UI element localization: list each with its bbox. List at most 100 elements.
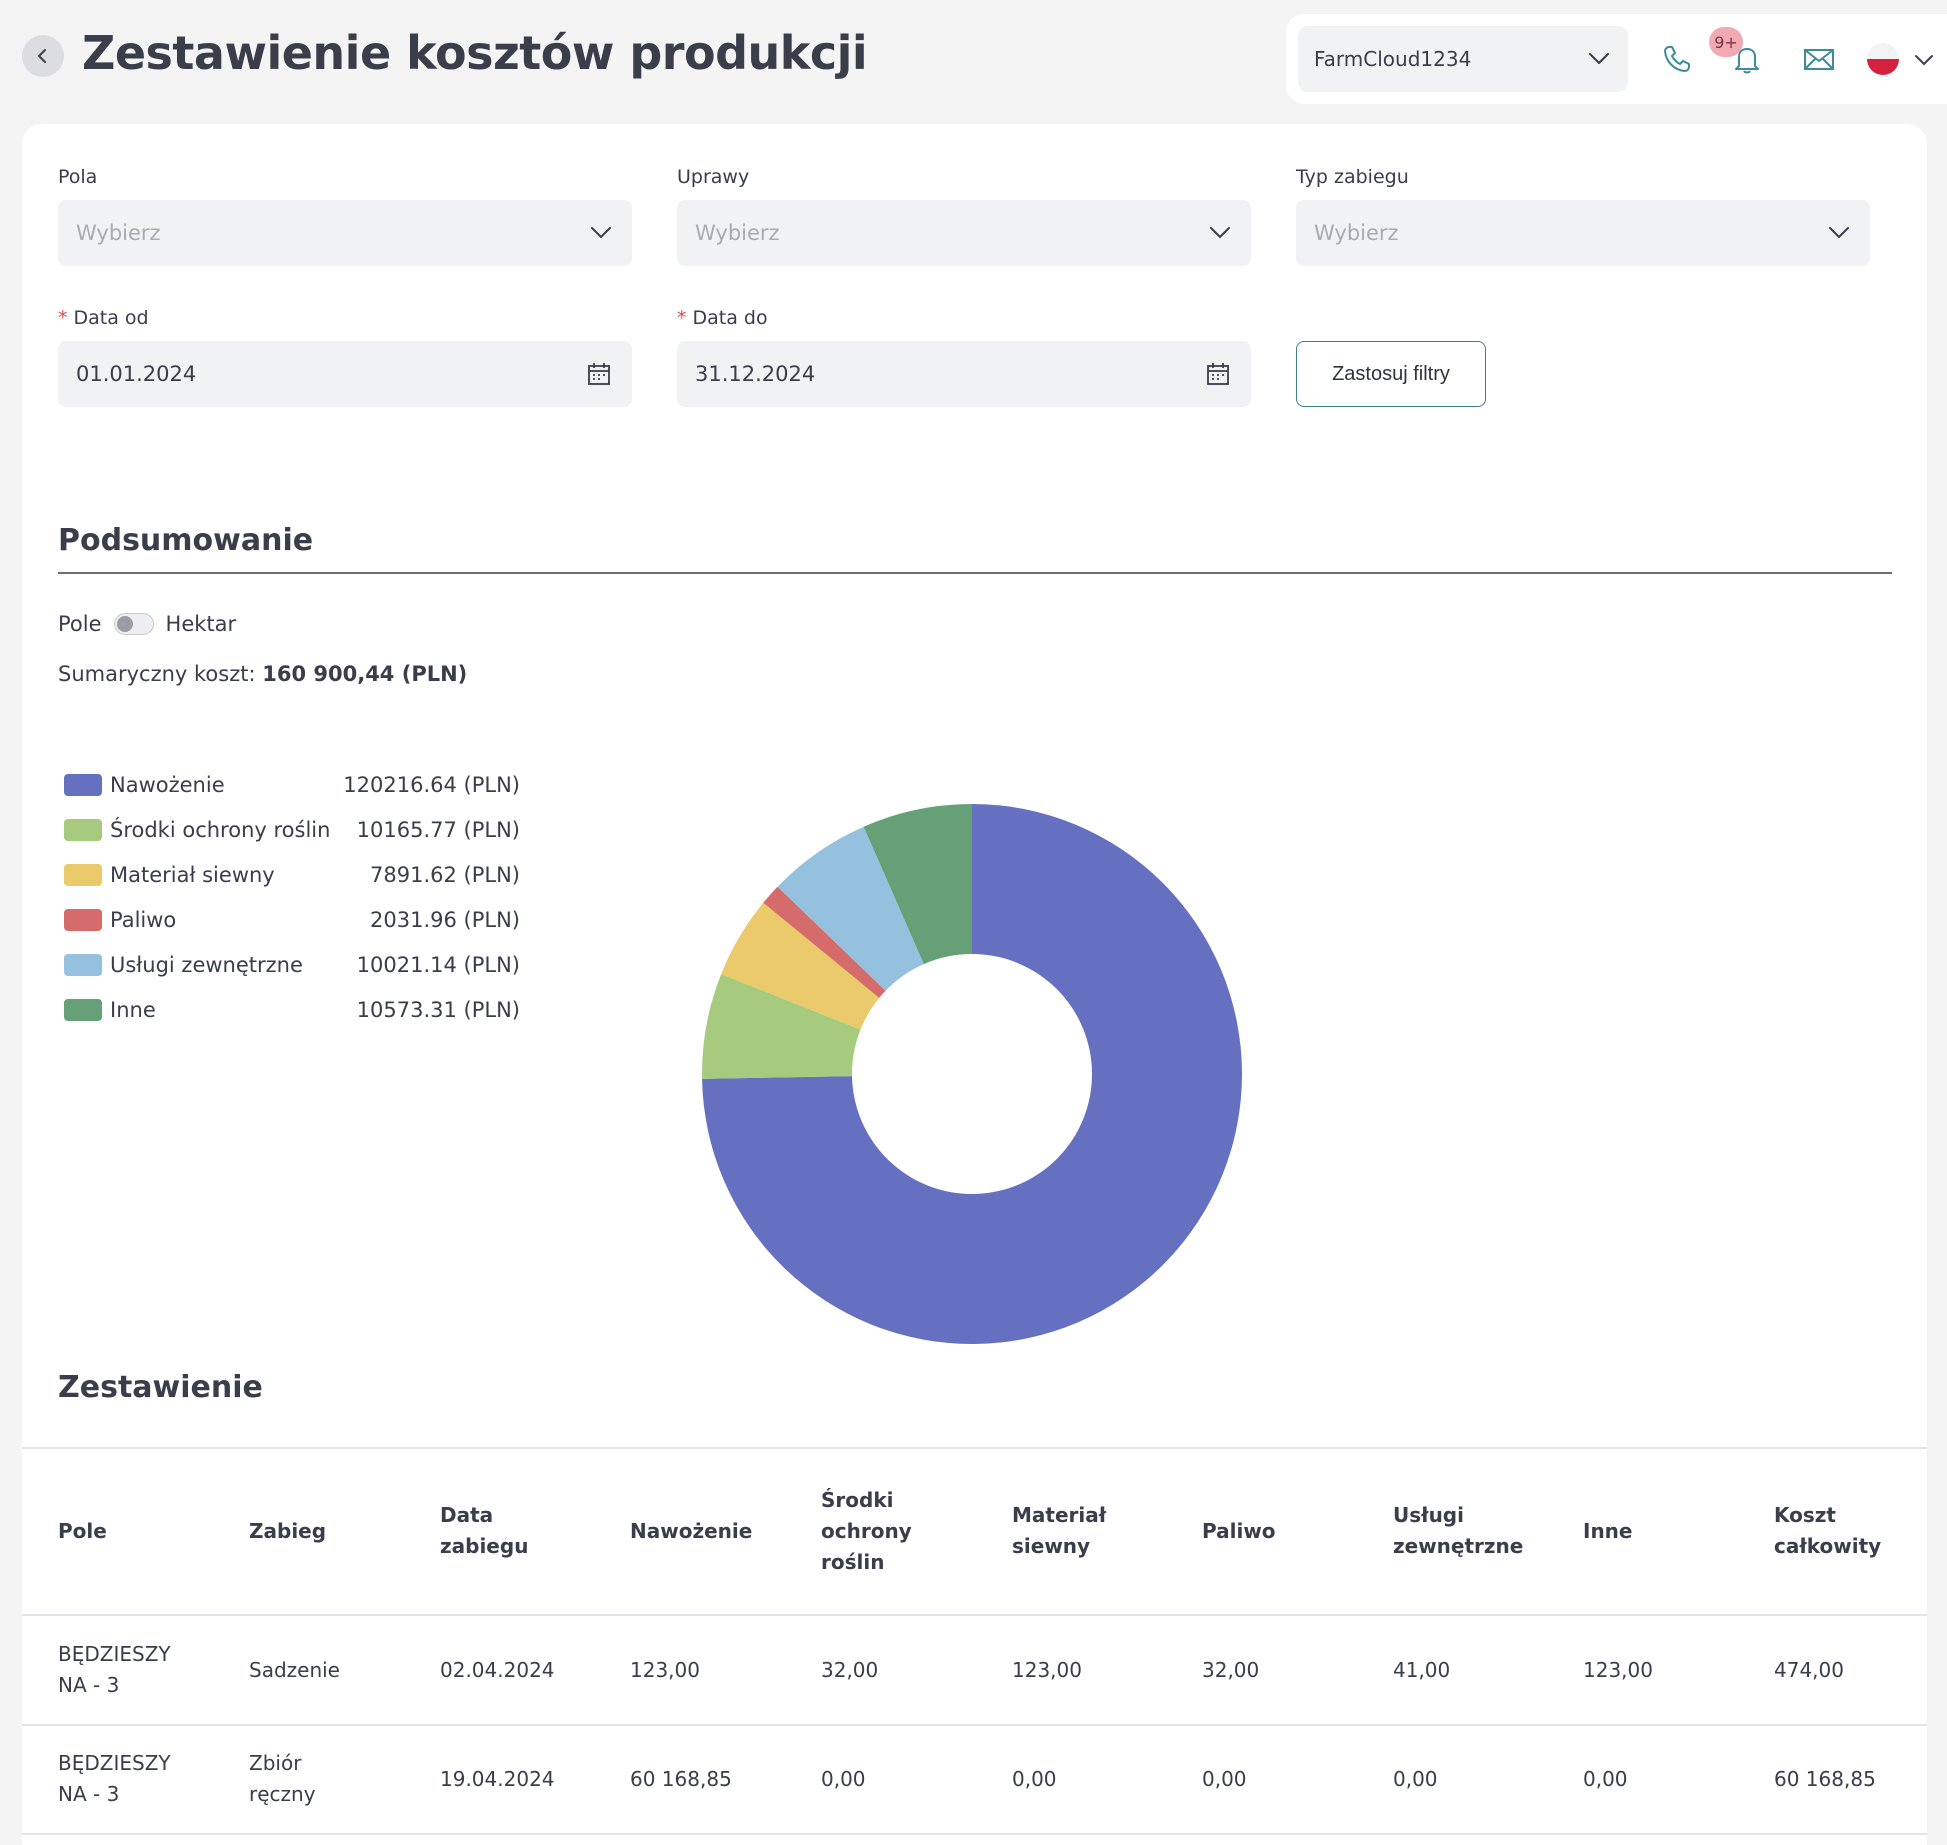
- row-border: [22, 1724, 1927, 1726]
- legend-item[interactable]: Materiał siewny 7891.62 (PLN): [64, 852, 520, 897]
- typ-zabiegu-placeholder: Wybierz: [1314, 221, 1399, 245]
- pola-placeholder: Wybierz: [76, 221, 161, 245]
- legend-label: Nawożenie: [110, 772, 225, 797]
- column-header-text: ochrony: [821, 1518, 912, 1543]
- donut-slice-6[interactable]: [863, 804, 972, 965]
- table-cell-text: Sadzenie: [249, 1657, 340, 1682]
- mail-icon[interactable]: [1802, 42, 1836, 76]
- table-cell: 32,00: [1202, 1655, 1259, 1686]
- legend-label: Usługi zewnętrzne: [110, 952, 303, 977]
- main-card: Pola Wybierz Uprawy Wybierz Typ zabiegu …: [22, 124, 1927, 1845]
- table-cell: 0,00: [1202, 1764, 1247, 1795]
- table-cell-text: NA - 3: [58, 1673, 120, 1697]
- table-top-border: [22, 1447, 1927, 1449]
- donut-slice-5[interactable]: [777, 826, 924, 991]
- legend-item[interactable]: Środki ochrony roślin 10165.77 (PLN): [64, 807, 520, 852]
- row-border: [22, 1833, 1927, 1835]
- donut-slice-2[interactable]: [702, 974, 861, 1079]
- legend-swatch: [64, 953, 102, 976]
- column-header[interactable]: Materiał siewny: [1012, 1500, 1106, 1562]
- pola-select[interactable]: Wybierz: [58, 200, 632, 266]
- uprawy-label: Uprawy: [677, 166, 750, 188]
- column-header-text: Koszt: [1774, 1503, 1836, 1527]
- uprawy-placeholder: Wybierz: [695, 221, 780, 245]
- data-od-label-text: Data od: [73, 307, 149, 329]
- data-do-label: * Data do: [677, 307, 768, 329]
- typ-zabiegu-label: Typ zabiegu: [1296, 166, 1409, 188]
- table-cell-text: 02.04.2024: [440, 1657, 555, 1682]
- table-cell-text: 0,00: [1583, 1766, 1628, 1791]
- calendar-icon[interactable]: [1205, 361, 1231, 387]
- chevron-down-icon: [1589, 53, 1609, 64]
- table-cell: 60 168,85: [630, 1764, 732, 1795]
- table-cell: 60 168,85: [1774, 1764, 1876, 1795]
- table-cell-text: 60 168,85: [630, 1766, 732, 1791]
- table-cell-text: 123,00: [1583, 1657, 1653, 1682]
- column-header-text: Inne: [1583, 1518, 1633, 1543]
- legend-value: 10573.31 (PLN): [356, 997, 520, 1022]
- chevron-down-icon: [1915, 55, 1933, 66]
- table-cell-text: 60 168,85: [1774, 1766, 1876, 1791]
- language-select[interactable]: [1866, 42, 1940, 76]
- table-cell-text: 0,00: [1202, 1766, 1247, 1791]
- column-header[interactable]: Pole: [58, 1516, 107, 1547]
- column-header-text: Zabieg: [249, 1518, 327, 1543]
- column-header[interactable]: Nawożenie: [630, 1516, 752, 1547]
- column-header[interactable]: Środki ochrony roślin: [821, 1485, 912, 1578]
- table-cell: 123,00: [1012, 1655, 1082, 1686]
- table-cell-text: 32,00: [821, 1657, 879, 1682]
- total-cost: Sumaryczny koszt: 160 900,44 (PLN): [58, 662, 467, 686]
- typ-zabiegu-select[interactable]: Wybierz: [1296, 200, 1870, 266]
- table-cell-text: 32,00: [1202, 1657, 1260, 1682]
- pola-label: Pola: [58, 166, 98, 188]
- data-do-value: 31.12.2024: [695, 362, 816, 386]
- legend-value: 2031.96 (PLN): [370, 907, 520, 932]
- uprawy-select[interactable]: Wybierz: [677, 200, 1251, 266]
- table-cell-text: Zbiór: [249, 1751, 302, 1775]
- table-cell-text: BĘDZIESZY: [58, 1642, 171, 1666]
- summary-title: Podsumowanie: [58, 523, 314, 558]
- unit-toggle-switch[interactable]: [113, 613, 154, 635]
- bell-icon[interactable]: [1730, 42, 1764, 76]
- column-header-text: Środki: [821, 1487, 894, 1512]
- legend-value: 120216.64 (PLN): [343, 772, 520, 797]
- table-cell: 0,00: [1393, 1764, 1438, 1795]
- table-cell: 0,00: [1583, 1764, 1628, 1795]
- account-select[interactable]: FarmCloud1234: [1298, 26, 1628, 92]
- cost-donut-chart: [702, 804, 1242, 1344]
- calendar-icon[interactable]: [586, 361, 612, 387]
- toggle-label-right: Hektar: [165, 612, 237, 636]
- account-name: FarmCloud1234: [1314, 47, 1472, 71]
- column-header[interactable]: Usługi zewnętrzne: [1393, 1500, 1523, 1562]
- column-header[interactable]: Data zabiegu: [440, 1500, 528, 1562]
- phone-icon[interactable]: [1660, 42, 1694, 76]
- legend-item[interactable]: Inne 10573.31 (PLN): [64, 987, 520, 1032]
- top-bar: FarmCloud1234 9+: [1286, 14, 1947, 104]
- summary-divider: [58, 572, 1892, 574]
- donut-slice-1[interactable]: [702, 804, 1242, 1344]
- back-button[interactable]: [22, 35, 64, 77]
- required-mark: *: [677, 307, 687, 329]
- column-header[interactable]: Inne: [1583, 1516, 1632, 1547]
- apply-filters-button[interactable]: Zastosuj filtry: [1296, 341, 1486, 407]
- data-do-input[interactable]: 31.12.2024: [677, 341, 1251, 407]
- table-cell-text: 474,00: [1774, 1657, 1844, 1682]
- table-cell: 19.04.2024: [440, 1764, 555, 1795]
- legend-item[interactable]: Nawożenie 120216.64 (PLN): [64, 762, 520, 807]
- data-od-input[interactable]: 01.01.2024: [58, 341, 632, 407]
- donut-slice-4[interactable]: [763, 886, 886, 998]
- column-header[interactable]: Paliwo: [1202, 1516, 1276, 1547]
- table-cell-text: 123,00: [1012, 1657, 1082, 1682]
- chevron-down-icon: [1210, 227, 1230, 239]
- legend-item[interactable]: Paliwo 2031.96 (PLN): [64, 897, 520, 942]
- column-header[interactable]: Zabieg: [249, 1516, 326, 1547]
- table-cell: 02.04.2024: [440, 1655, 555, 1686]
- column-header-text: zewnętrzne: [1393, 1534, 1524, 1558]
- donut-slice-3[interactable]: [721, 902, 880, 1030]
- legend-item[interactable]: Usługi zewnętrzne 10021.14 (PLN): [64, 942, 520, 987]
- unit-toggle-row: Pole Hektar: [58, 612, 236, 636]
- table-cell-text: ręczny: [249, 1782, 316, 1806]
- legend-swatch: [64, 908, 102, 931]
- column-header[interactable]: Koszt całkowity: [1774, 1500, 1881, 1562]
- column-header-text: Pole: [58, 1518, 107, 1543]
